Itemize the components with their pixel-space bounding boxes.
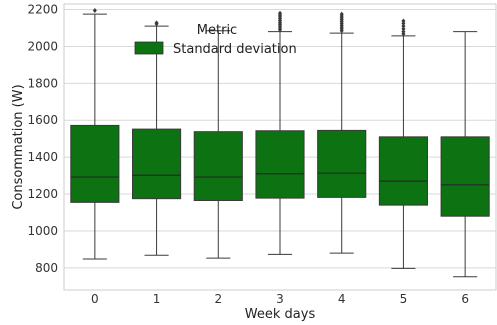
y-axis-ticks: 800 1000 1200 1400 1600 1800 2000 2200: [27, 3, 58, 275]
box-5: [378, 18, 428, 269]
outlier-point: [92, 7, 97, 13]
x-tick-label: 2: [214, 292, 222, 306]
y-tick-label: 2200: [27, 3, 58, 17]
plot-frame: [63, 3, 497, 291]
box-4: [317, 11, 367, 254]
legend-swatch: [134, 41, 164, 55]
outlier-point: [278, 10, 282, 16]
box-iqr: [255, 130, 305, 199]
x-axis-ticks: 0 1 2 3 4 5 6: [91, 292, 469, 306]
legend-title: Metric: [197, 23, 237, 38]
box-iqr: [317, 129, 367, 198]
box-series: [70, 7, 490, 278]
x-axis-title: Week days: [245, 307, 316, 322]
y-tick-label: 2000: [27, 39, 58, 53]
outlier-point: [401, 23, 406, 29]
box-iqr: [378, 136, 428, 206]
y-tick-label: 1000: [27, 224, 58, 238]
outlier-point: [154, 20, 159, 26]
legend: Metric Standard deviation: [134, 23, 297, 57]
x-tick-label: 0: [91, 292, 99, 306]
x-tick-label: 4: [338, 292, 346, 306]
box-iqr: [70, 124, 120, 203]
legend-entry-label: Standard deviation: [173, 42, 297, 57]
x-tick-label: 5: [400, 292, 408, 306]
outlier-point: [339, 11, 344, 17]
x-tick-label: 3: [276, 292, 284, 306]
box-0: [70, 7, 120, 260]
x-tick-label: 6: [461, 292, 469, 306]
x-tick-label: 1: [153, 292, 161, 306]
y-tick-label: 1600: [27, 113, 58, 127]
box-1: [132, 20, 182, 256]
outlier-point: [401, 29, 406, 35]
box-iqr: [132, 128, 182, 200]
y-tick-label: 1800: [27, 76, 58, 90]
box-iqr: [193, 131, 243, 202]
y-tick-label: 1200: [27, 187, 58, 201]
outlier-point: [401, 26, 406, 32]
y-axis-title: Consommation (W): [11, 84, 26, 209]
y-tick-label: 800: [35, 261, 58, 275]
box-iqr: [440, 136, 490, 217]
outlier-point: [401, 18, 406, 24]
box-2: [193, 30, 243, 259]
box-3: [255, 10, 305, 255]
box-6: [440, 31, 490, 278]
y-tick-label: 1400: [27, 150, 58, 164]
